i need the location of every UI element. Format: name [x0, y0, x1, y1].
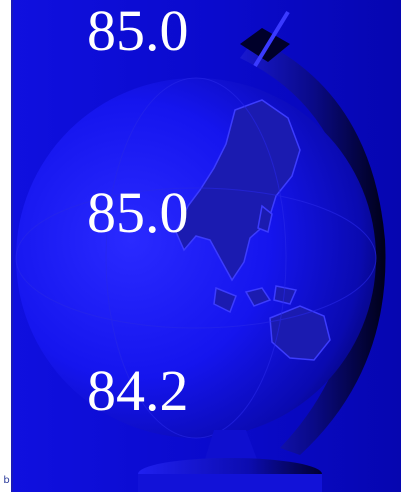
corner-mark: b	[3, 475, 10, 486]
left-strip-edge	[11, 0, 13, 492]
value-3: 84.2	[87, 358, 189, 423]
value-1: 85.0	[87, 0, 189, 63]
globe-arm-cap	[240, 28, 290, 62]
globe-stand-plinth	[138, 474, 322, 492]
globe-axis	[253, 10, 290, 68]
value-2: 85.0	[87, 180, 189, 245]
globe-stand-neck	[204, 430, 258, 462]
globe-grid-lines	[15, 77, 377, 439]
globe-sphere	[16, 78, 376, 438]
left-margin-strip	[0, 0, 13, 492]
